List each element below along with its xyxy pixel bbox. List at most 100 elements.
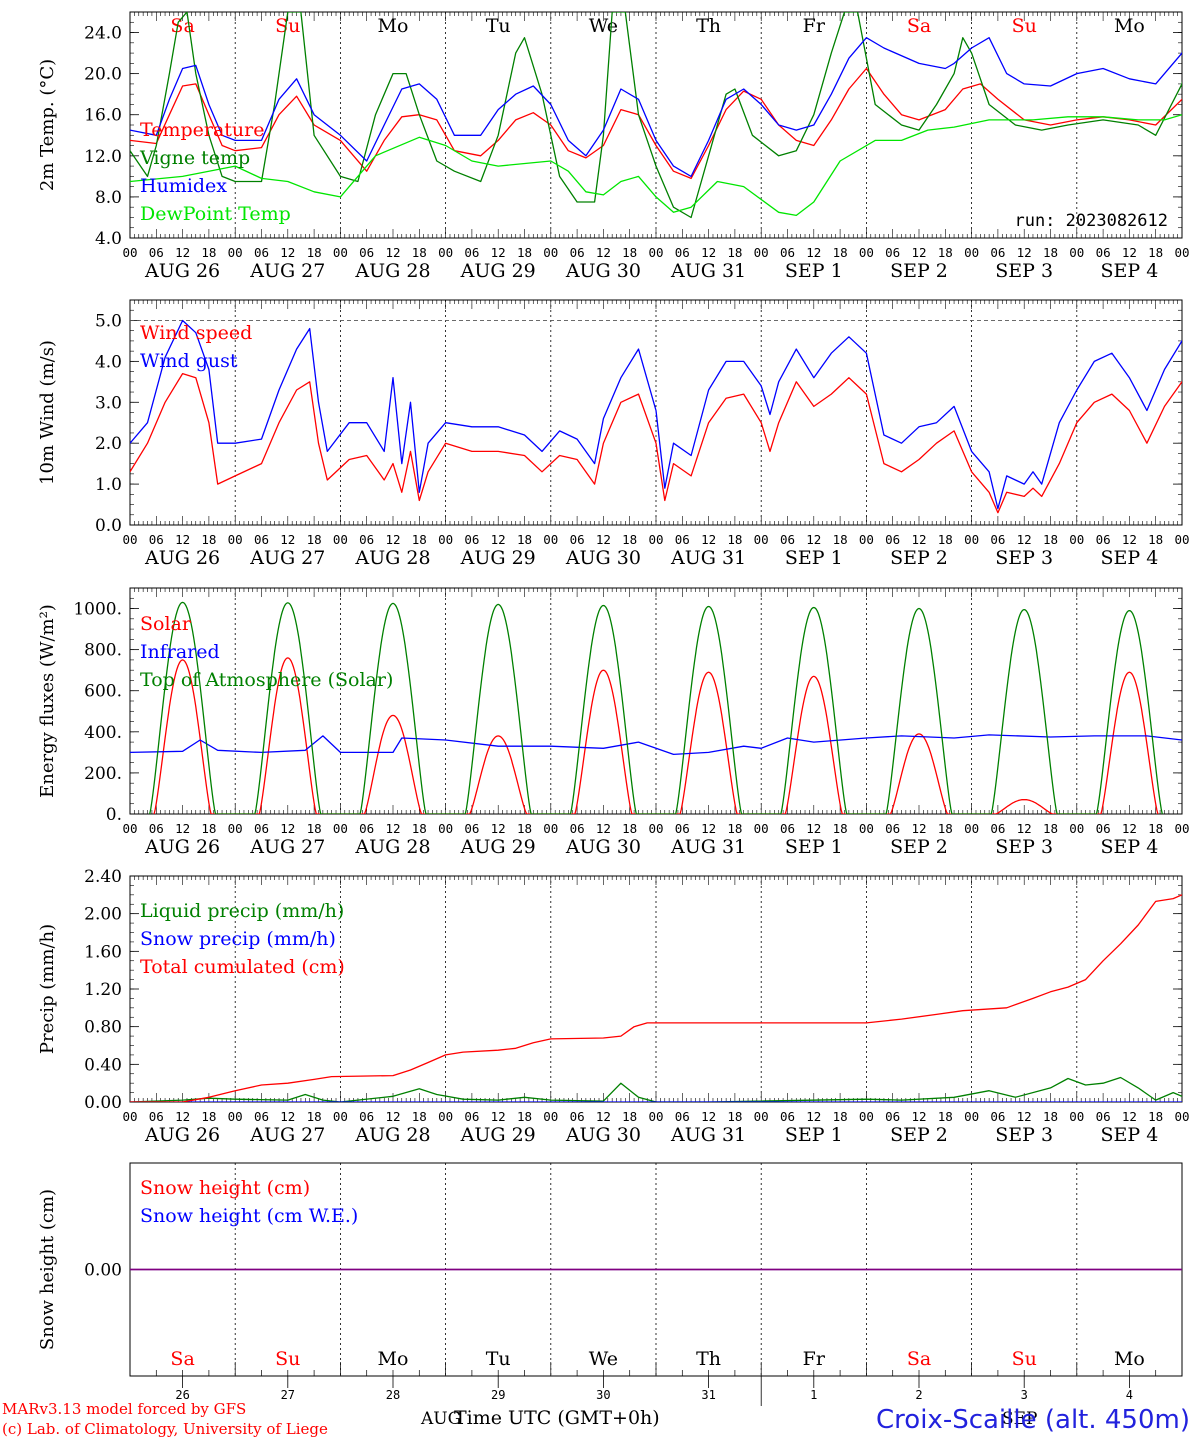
hour-tick-label: 18 — [1148, 1109, 1163, 1124]
series-line — [130, 67, 1182, 180]
day-number-label: 3 — [1021, 1388, 1028, 1402]
hour-tick-label: 12 — [806, 1109, 821, 1124]
hour-tick-label: 00 — [543, 1109, 558, 1124]
date-label: SEP 3 — [995, 1124, 1053, 1146]
series-group — [130, 12, 1182, 219]
legend-entry: Infrared — [140, 641, 220, 663]
hour-tick-label: 00 — [648, 1109, 663, 1124]
series-line — [130, 319, 1182, 510]
legend-entry: Snow height (cm W.E.) — [140, 1205, 358, 1227]
hour-tick-label: 00 — [438, 821, 453, 836]
date-label: AUG 27 — [249, 836, 325, 858]
date-label: SEP 3 — [995, 836, 1053, 858]
y-tick-label: 0.80 — [84, 1018, 122, 1038]
weekday-label: Sa — [170, 1348, 194, 1370]
hour-tick-label: 06 — [359, 821, 374, 836]
y-tick-label: 0.0 — [95, 516, 122, 536]
y-tick-label: 0.00 — [84, 1093, 122, 1113]
weekday-label: Mo — [1114, 15, 1145, 37]
y-tick-label: 0. — [106, 805, 122, 825]
footer-month-left: AUG — [420, 1409, 461, 1429]
legend-entry: Wind speed — [140, 322, 252, 344]
hour-tick-label: 18 — [517, 1109, 532, 1124]
hour-tick-label: 06 — [254, 821, 269, 836]
date-label: AUG 29 — [460, 547, 536, 569]
y-axis-label: 10m Wind (m/s) — [37, 340, 58, 485]
hour-tick-label: 00 — [438, 532, 453, 547]
hour-tick-label: 12 — [280, 821, 295, 836]
hour-tick-label: 18 — [201, 245, 216, 260]
series-group — [130, 894, 1182, 1102]
weekday-label: We — [589, 15, 618, 37]
y-tick-label: 4.0 — [95, 229, 122, 249]
date-label: SEP 2 — [890, 1124, 948, 1146]
hour-tick-label: 18 — [622, 245, 637, 260]
hour-tick-label: 06 — [149, 532, 164, 547]
hour-tick-label: 00 — [754, 245, 769, 260]
legend-entry: Humidex — [140, 175, 227, 197]
hour-tick-label: 18 — [307, 532, 322, 547]
y-tick-label: 24.0 — [84, 24, 122, 44]
date-label: AUG 29 — [460, 260, 536, 282]
date-label: SEP 3 — [995, 260, 1053, 282]
hour-tick-label: 00 — [122, 1109, 137, 1124]
x-axis-title: Time UTC (GMT+0h) — [454, 1407, 660, 1429]
date-label: AUG 30 — [565, 260, 641, 282]
weekday-label: Fr — [803, 15, 826, 37]
hour-tick-label: 00 — [859, 821, 874, 836]
y-tick-label: 2.00 — [84, 905, 122, 925]
day-number-label: 2 — [915, 1388, 922, 1402]
hour-tick-label: 06 — [359, 245, 374, 260]
weekday-label: We — [589, 1348, 618, 1370]
hour-tick-label: 00 — [648, 532, 663, 547]
series-line — [130, 372, 1182, 514]
hour-tick-label: 12 — [596, 821, 611, 836]
hour-tick-label: 06 — [464, 532, 479, 547]
hour-tick-label: 12 — [1122, 532, 1137, 547]
hour-tick-label: 00 — [859, 1109, 874, 1124]
y-axis-label: Snow height (cm) — [37, 1189, 58, 1350]
run-label: run: 2023082612 — [1014, 211, 1168, 231]
hour-tick-label: 18 — [833, 245, 848, 260]
legend-entry: Solar — [140, 613, 192, 635]
y-axis-label: 2m Temp. (°C) — [37, 59, 58, 191]
hour-tick-label: 18 — [412, 245, 427, 260]
series-line — [130, 37, 1182, 178]
hour-tick-label: 12 — [175, 1109, 190, 1124]
hour-tick-label: 00 — [1069, 245, 1084, 260]
hour-tick-label: 00 — [648, 245, 663, 260]
hour-tick-label: 18 — [1043, 245, 1058, 260]
hour-tick-label: 06 — [990, 1109, 1005, 1124]
y-tick-label: 1.0 — [95, 475, 122, 495]
date-label: AUG 29 — [460, 836, 536, 858]
legend-entry: Snow precip (mm/h) — [140, 928, 336, 950]
hour-tick-label: 18 — [1043, 821, 1058, 836]
hour-tick-label: 06 — [464, 245, 479, 260]
date-label: AUG 29 — [460, 1124, 536, 1146]
day-number-label: 4 — [1126, 1388, 1133, 1402]
hour-tick-label: 18 — [1043, 532, 1058, 547]
hour-tick-label: 00 — [859, 245, 874, 260]
y-tick-label: 12.0 — [84, 147, 122, 167]
hour-tick-label: 06 — [464, 821, 479, 836]
hour-tick-label: 12 — [701, 245, 716, 260]
legend-entry: Snow height (cm) — [140, 1177, 310, 1199]
hour-tick-label: 12 — [1017, 821, 1032, 836]
hour-tick-label: 00 — [122, 821, 137, 836]
hour-tick-label: 00 — [1174, 821, 1189, 836]
hour-tick-label: 00 — [122, 532, 137, 547]
hour-tick-label: 18 — [412, 532, 427, 547]
hour-tick-label: 12 — [911, 821, 926, 836]
hour-tick-label: 12 — [1017, 245, 1032, 260]
hour-tick-label: 00 — [438, 1109, 453, 1124]
hour-tick-label: 12 — [175, 245, 190, 260]
legend-entry: Wind gust — [140, 350, 238, 372]
hour-tick-label: 18 — [622, 532, 637, 547]
hour-tick-label: 12 — [175, 532, 190, 547]
date-label: AUG 28 — [354, 260, 430, 282]
hour-tick-label: 06 — [675, 245, 690, 260]
legend-entry: Vigne temp — [139, 147, 250, 169]
